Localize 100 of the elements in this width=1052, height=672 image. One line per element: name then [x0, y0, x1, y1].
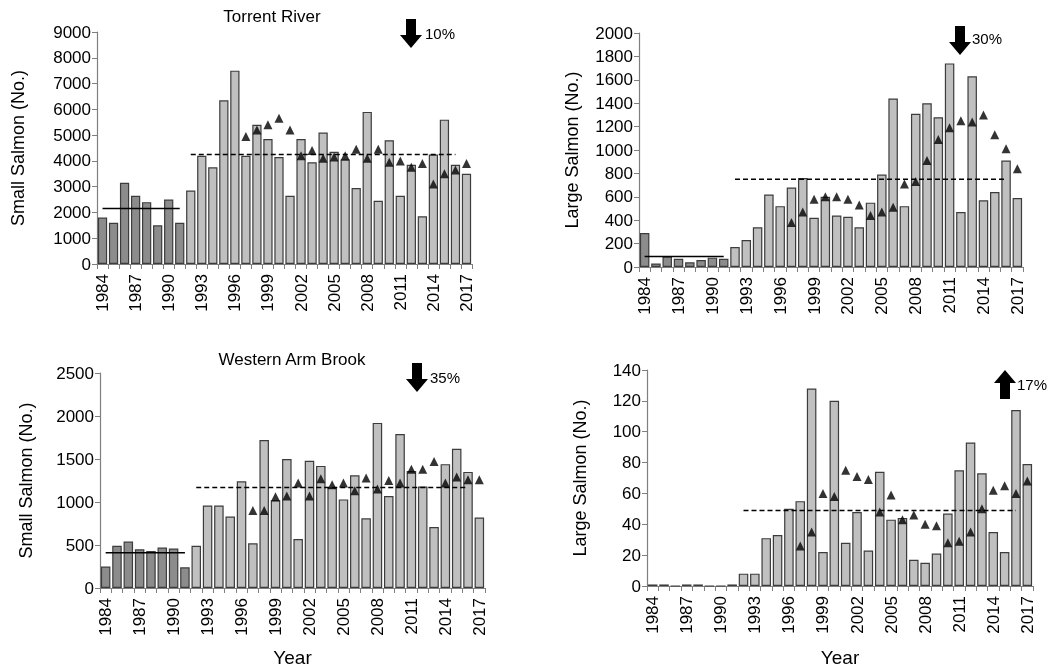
point — [274, 113, 284, 123]
x-tick-label: 2002 — [847, 596, 867, 634]
bar — [351, 187, 361, 264]
bar — [270, 500, 281, 588]
point — [954, 536, 964, 546]
bar — [852, 511, 862, 586]
point — [807, 527, 817, 537]
bar — [97, 217, 108, 264]
y-tick-label: 200 — [604, 234, 633, 254]
bar — [978, 200, 989, 267]
y-tick-label: 60 — [622, 483, 641, 503]
bar — [208, 167, 218, 264]
point — [1022, 476, 1032, 486]
point — [271, 492, 281, 502]
y-tick-label: 5000 — [53, 125, 91, 145]
point — [338, 478, 348, 488]
y-tick-label: 1600 — [595, 70, 633, 90]
y-tick-label: 800 — [604, 163, 633, 183]
bar — [865, 202, 876, 267]
bar — [829, 400, 840, 586]
point — [888, 202, 898, 212]
bar — [730, 247, 740, 267]
point — [450, 165, 460, 175]
y-axis-title: Small Salmon (No.) — [8, 69, 28, 227]
point — [933, 134, 943, 144]
bar — [175, 222, 185, 264]
bar — [372, 422, 383, 588]
bar — [461, 173, 472, 264]
x-tick-label: 2002 — [299, 598, 319, 636]
y-tick-label: 80 — [622, 453, 641, 473]
bar — [100, 566, 111, 588]
x-tick-label: 2011 — [949, 596, 969, 633]
bar — [752, 227, 763, 267]
x-tick-label: 2011 — [940, 277, 960, 314]
annotation: 30% — [972, 29, 1003, 47]
x-axis-title: Year — [820, 647, 860, 668]
x-tick-label: 1987 — [677, 596, 697, 634]
x-tick-label: 1993 — [198, 598, 218, 636]
bar — [130, 195, 141, 264]
point — [911, 177, 921, 187]
x-tick-label: 2005 — [324, 274, 344, 312]
bar — [933, 117, 944, 267]
y-tick-label: 4000 — [53, 151, 91, 171]
bar — [831, 215, 842, 267]
chart-title: Western Arm Brook — [218, 349, 367, 369]
annotation: 17% — [1017, 375, 1048, 393]
x-tick-label: 2005 — [881, 596, 901, 634]
point — [809, 194, 819, 204]
x-tick-label: 2008 — [915, 596, 935, 634]
y-tick-label: 500 — [65, 535, 94, 555]
bar — [395, 195, 405, 264]
y-tick-label: 6000 — [53, 99, 91, 119]
point — [440, 478, 450, 488]
y-tick-label: 1400 — [595, 93, 633, 113]
y-tick-label: 20 — [622, 545, 641, 565]
bar — [112, 545, 122, 588]
point — [978, 110, 988, 120]
point — [798, 207, 808, 217]
bar — [639, 233, 650, 267]
y-tick-label: 3000 — [53, 177, 91, 197]
bar — [772, 535, 783, 586]
x-tick-label: 2014 — [435, 598, 455, 636]
point — [241, 131, 251, 141]
x-tick-label: 2017 — [1007, 277, 1027, 315]
x-tick-label: 2017 — [1017, 596, 1037, 634]
y-tick-label: 1200 — [595, 117, 633, 137]
bar — [840, 542, 851, 586]
point — [956, 116, 966, 126]
point — [418, 464, 428, 474]
point — [372, 484, 382, 494]
point — [362, 153, 372, 163]
bar — [786, 187, 797, 267]
bar — [406, 471, 417, 588]
point — [818, 488, 828, 498]
x-tick-label: 1996 — [770, 277, 790, 315]
x-tick-label: 1987 — [130, 598, 150, 636]
x-tick-label: 1990 — [159, 274, 179, 312]
bar — [197, 155, 207, 264]
chart-title: Torrent River — [223, 6, 321, 26]
bar — [338, 499, 349, 588]
point — [945, 123, 955, 133]
point — [417, 158, 427, 168]
point — [248, 506, 258, 516]
point — [1001, 144, 1011, 154]
x-tick-label: 1993 — [736, 277, 756, 315]
bar — [1011, 410, 1021, 586]
point — [786, 218, 796, 228]
x-tick-label: 2005 — [333, 598, 353, 636]
y-tick-label: 100 — [612, 422, 641, 442]
point — [263, 120, 273, 130]
point — [841, 465, 851, 475]
x-tick-label: 2002 — [838, 277, 858, 315]
bar — [417, 216, 427, 264]
point — [428, 179, 438, 189]
bar — [108, 222, 119, 264]
point — [932, 521, 941, 531]
bar — [673, 258, 684, 267]
point — [1000, 481, 1010, 491]
y-tick-label: 1000 — [53, 228, 91, 248]
y-axis-title: Large Salmon (No.) — [570, 399, 590, 557]
